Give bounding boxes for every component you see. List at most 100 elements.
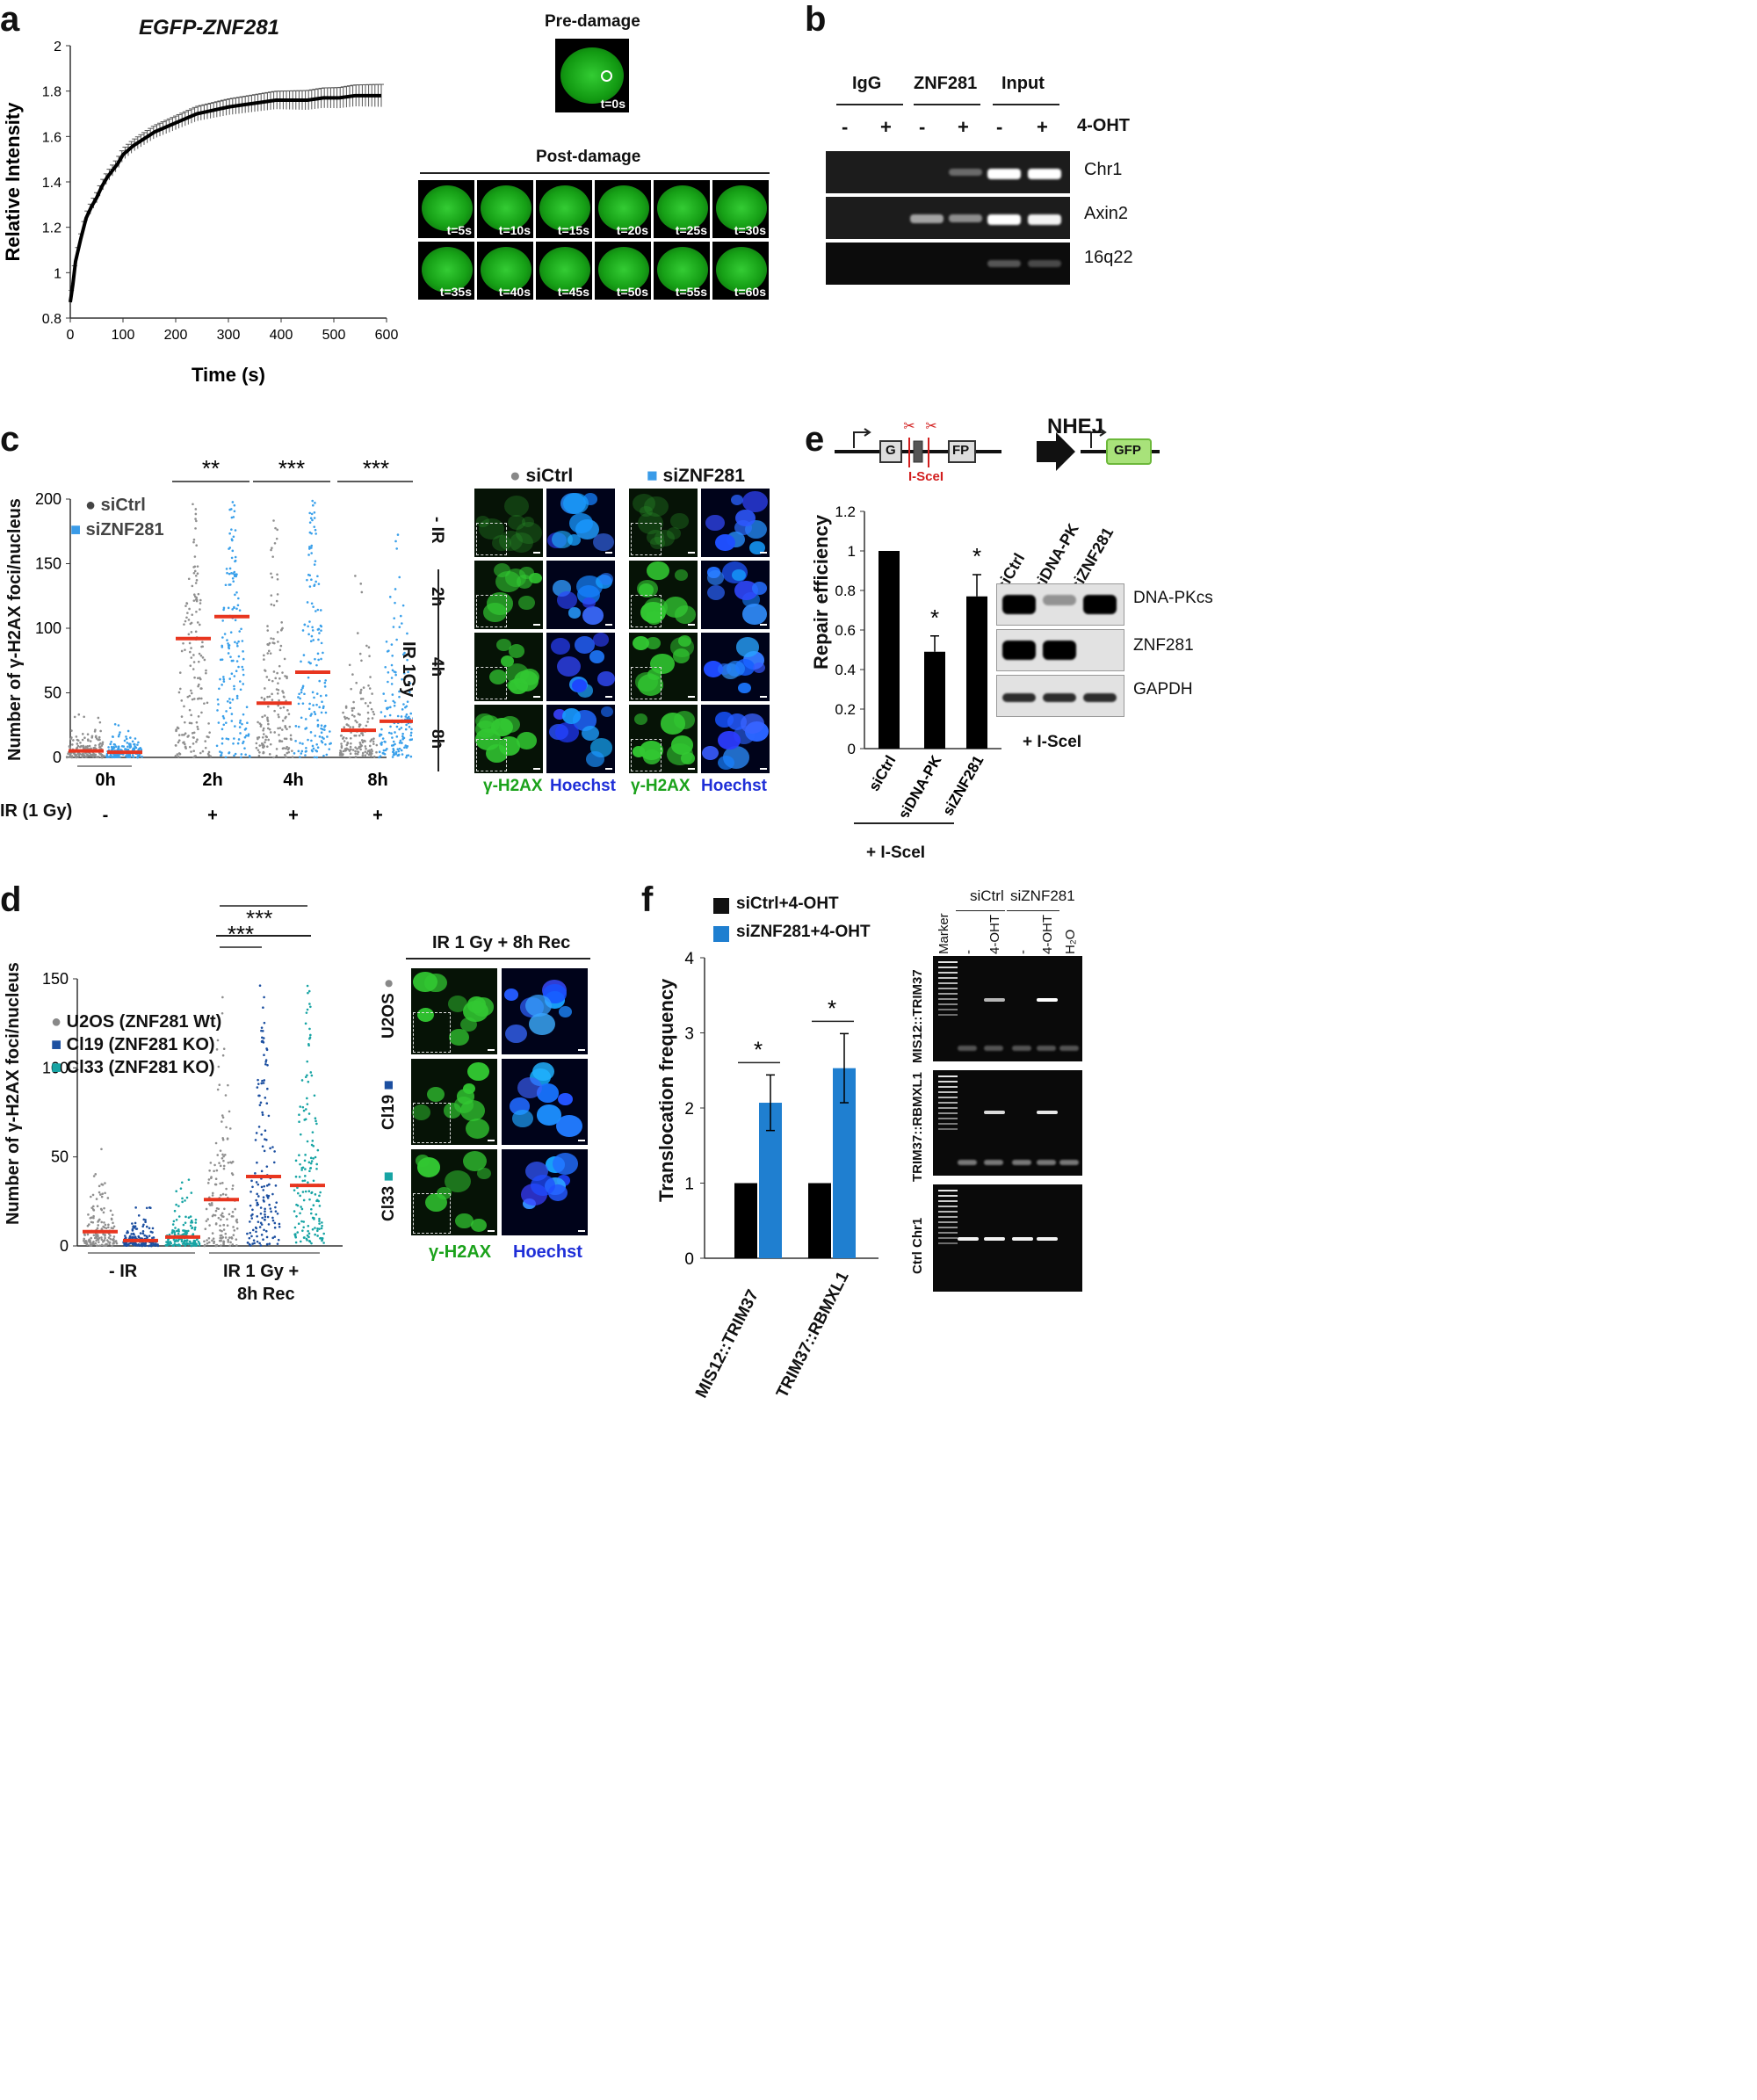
- data-point: [88, 1223, 90, 1226]
- data-point: [264, 1210, 266, 1213]
- data-point: [277, 682, 279, 684]
- data-point: [303, 623, 307, 626]
- data-point: [213, 1183, 217, 1186]
- stain-hoechst-1: Hoechst: [550, 777, 616, 795]
- data-point: [411, 738, 413, 741]
- hoechst-image: [502, 1149, 588, 1235]
- data-point: [259, 1101, 263, 1104]
- data-point: [69, 737, 72, 741]
- primer-band: [1037, 1160, 1056, 1165]
- inset-box: [631, 666, 662, 699]
- data-point: [368, 744, 372, 748]
- nucleus: [667, 743, 693, 766]
- data-point: [221, 1011, 224, 1015]
- data-point: [136, 743, 139, 746]
- data-point: [380, 733, 383, 736]
- data-point: [96, 1205, 99, 1207]
- data-point: [261, 736, 264, 739]
- data-point: [172, 1238, 176, 1242]
- data-point: [270, 548, 272, 552]
- data-point: [351, 749, 355, 751]
- e-ytick-label: 0.2: [835, 701, 856, 718]
- scale-bar: [533, 624, 540, 626]
- data-point: [360, 739, 364, 742]
- pcr-band: [984, 1237, 1005, 1241]
- ladder-band: [938, 1195, 958, 1197]
- data-point: [175, 1229, 178, 1233]
- data-point: [348, 663, 351, 667]
- data-point: [187, 735, 190, 737]
- data-point: [231, 549, 235, 553]
- data-point: [242, 673, 245, 677]
- data-point: [255, 1132, 258, 1134]
- data-point: [364, 701, 367, 705]
- gel-band: [987, 214, 1021, 225]
- data-point: [232, 1234, 235, 1236]
- sig-stars: **: [202, 455, 220, 482]
- data-point: [201, 749, 205, 753]
- data-point: [390, 643, 394, 646]
- post-damage-frame: t=15s: [536, 180, 592, 238]
- data-point: [277, 713, 280, 716]
- data-point: [313, 511, 316, 514]
- data-point: [192, 538, 196, 541]
- data-point: [350, 742, 352, 745]
- data-point: [230, 556, 234, 560]
- data-point: [307, 1080, 310, 1083]
- data-point: [351, 706, 354, 710]
- data-point: [398, 626, 401, 628]
- blot-row-gapdh: GAPDH: [1133, 680, 1193, 699]
- data-point: [278, 664, 281, 668]
- data-point: [307, 1232, 311, 1235]
- data-point: [156, 1244, 160, 1248]
- e-ytick-label: 0: [848, 741, 856, 757]
- data-point: [75, 754, 77, 757]
- data-point: [318, 1205, 322, 1207]
- gel-group-siznf281: siZNF281: [1010, 887, 1075, 904]
- data-point: [318, 735, 322, 738]
- scissors-icon: ✂: [903, 419, 915, 434]
- data-point: [131, 754, 134, 757]
- data-point: [360, 590, 364, 594]
- data-point: [273, 541, 277, 545]
- data-point: [391, 693, 394, 696]
- data-point: [250, 1235, 253, 1238]
- data-point: [83, 1234, 86, 1236]
- data-point: [309, 640, 313, 643]
- sig-stars: ***: [363, 455, 389, 482]
- data-point: [254, 1172, 257, 1175]
- data-point: [277, 641, 279, 643]
- nucleus: [716, 247, 767, 293]
- data-point: [184, 732, 187, 735]
- data-point: [184, 605, 187, 607]
- data-point: [192, 742, 195, 745]
- nucleus: [422, 185, 473, 231]
- data-point: [96, 1227, 99, 1230]
- pcr-band: [1037, 998, 1058, 1002]
- data-point: [183, 734, 185, 736]
- data-point: [207, 1178, 211, 1181]
- data-point: [304, 728, 307, 730]
- data-point: [194, 508, 198, 511]
- data-point: [368, 687, 372, 690]
- data-point: [266, 1215, 270, 1219]
- ladder-band: [938, 1123, 958, 1125]
- a-ytick-label: 1.8: [42, 85, 61, 100]
- data-point: [175, 1218, 178, 1221]
- data-point: [398, 728, 401, 731]
- data-point: [110, 1218, 113, 1221]
- data-point: [269, 731, 272, 734]
- data-point: [294, 1235, 298, 1239]
- data-point: [194, 527, 197, 530]
- data-point: [388, 713, 392, 717]
- nucleus: [416, 1007, 435, 1023]
- nucleus: [589, 650, 605, 664]
- post-damage-frame: t=10s: [477, 180, 533, 238]
- data-point: [192, 731, 196, 735]
- data-point: [190, 1244, 193, 1248]
- data-point: [306, 1239, 308, 1242]
- data-point: [217, 721, 221, 724]
- data-point: [183, 623, 185, 626]
- ladder-band: [938, 1200, 958, 1202]
- panel-a-chart: 0.811.21.41.61.820 100 200 300 400 500 600Time…: [2, 40, 398, 386]
